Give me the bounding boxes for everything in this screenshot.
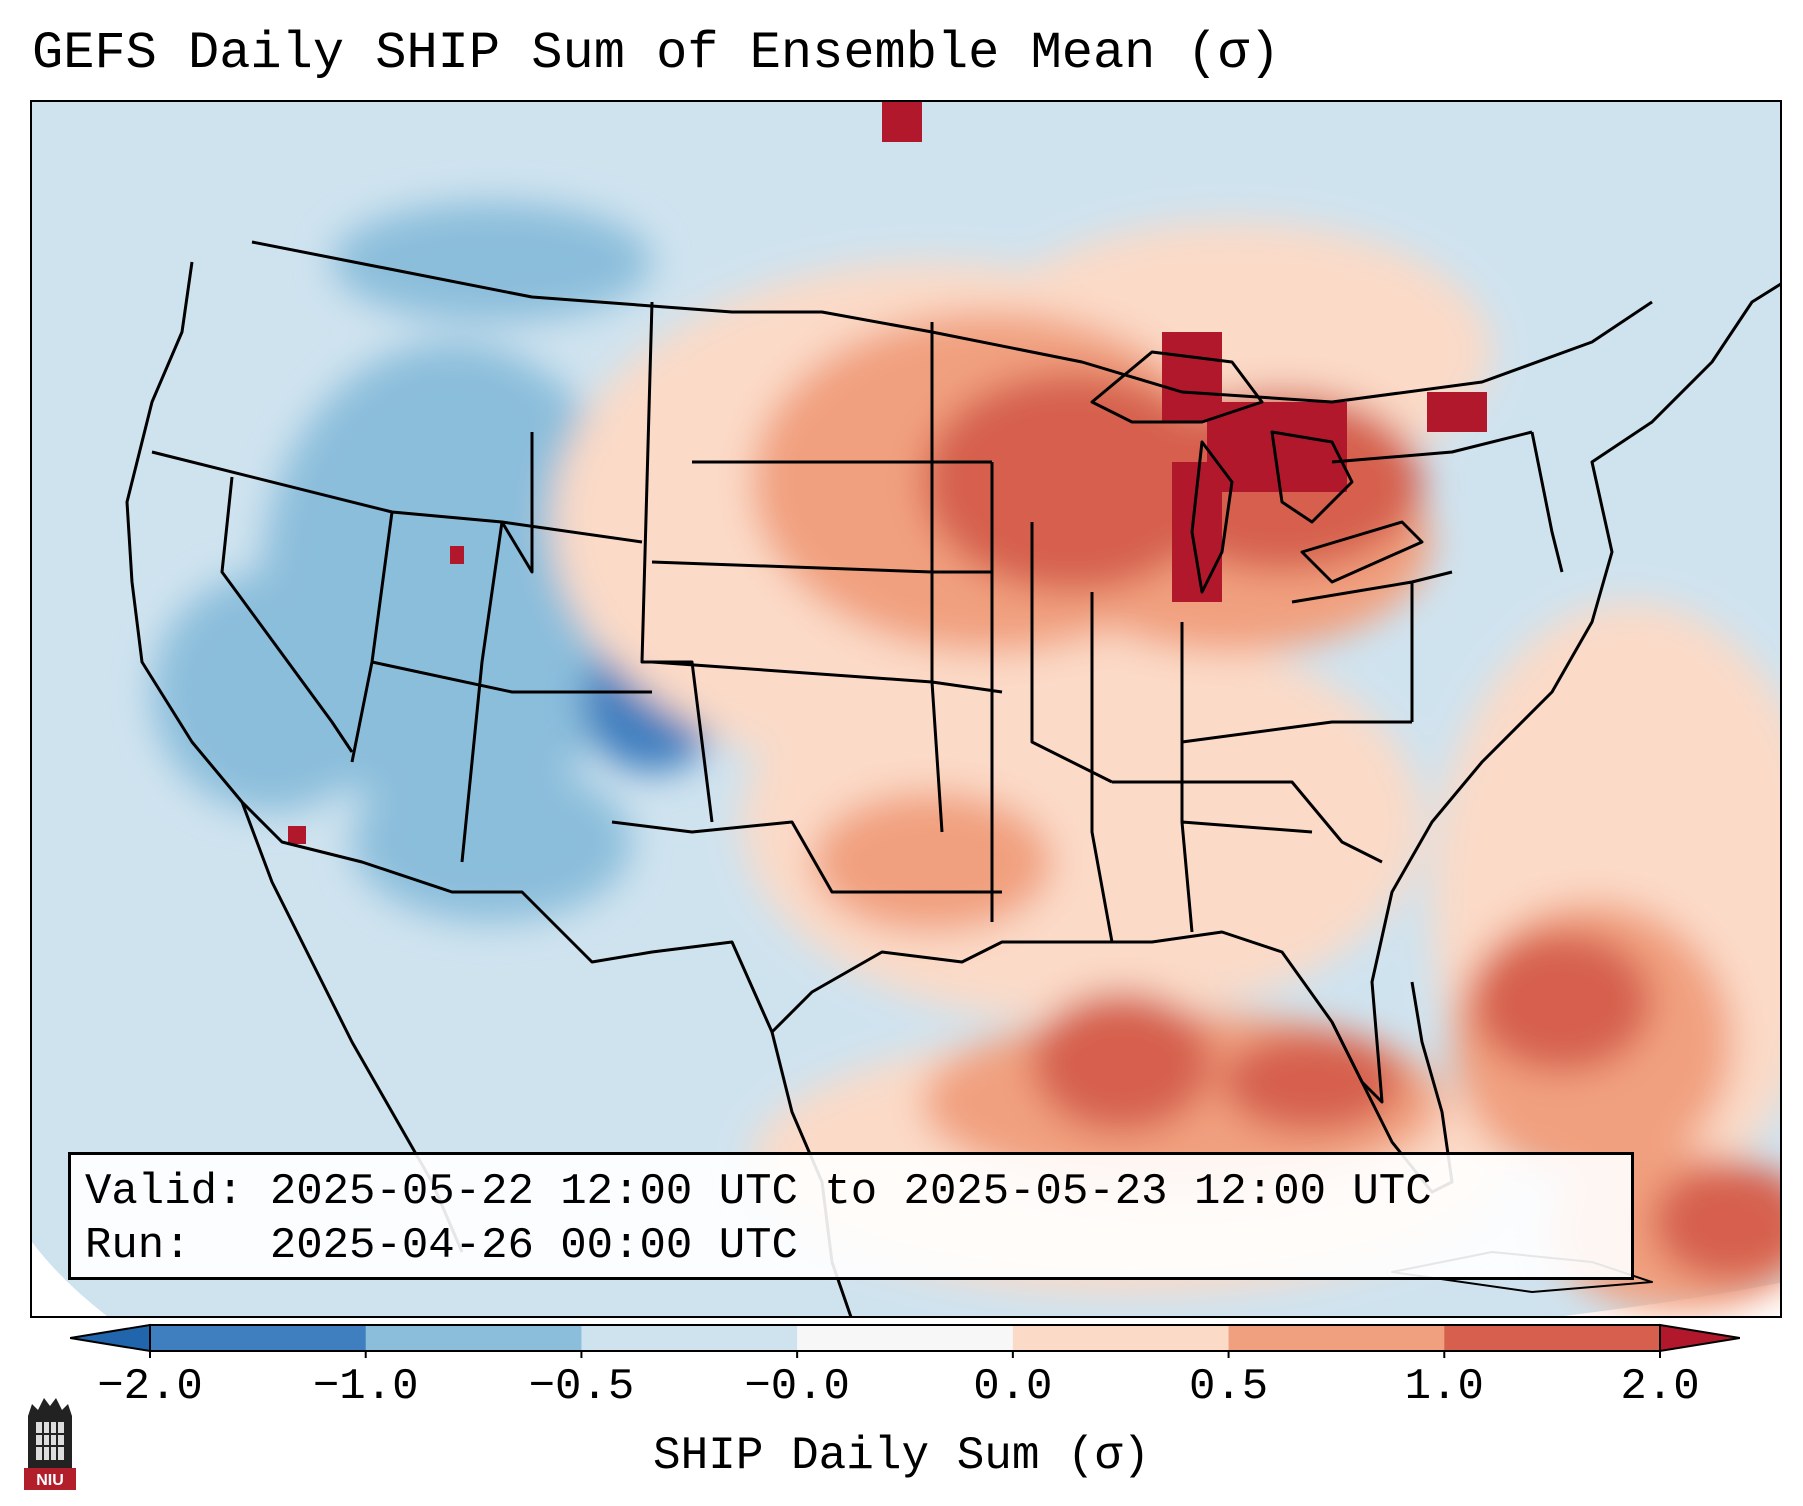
- colorbar-segment: [581, 1325, 798, 1351]
- colorbar-tick-label: 0.5: [1188, 1362, 1269, 1412]
- run-info-box: Valid: 2025-05-22 12:00 UTC to 2025-05-2…: [68, 1152, 1634, 1280]
- colorbar: [70, 1323, 1740, 1358]
- colorbar-segment: [365, 1325, 582, 1351]
- colorbar-segment: [797, 1325, 1014, 1351]
- colorbar-extend-low: [70, 1323, 151, 1353]
- us-outline: [125, 261, 1780, 1104]
- lake-erie: [1300, 520, 1424, 584]
- colorbar-tick-label: 0.0: [973, 1362, 1053, 1412]
- canada-border: [251, 240, 1653, 404]
- state-lines: [151, 301, 1564, 943]
- lake-michigan: [1190, 440, 1234, 594]
- colorbar-tick-label: 2.0: [1620, 1362, 1700, 1412]
- shaded-map: [32, 102, 1780, 1316]
- niu-logo-band: [24, 1468, 76, 1490]
- colorbar-tick-label: −0.5: [528, 1362, 635, 1412]
- colorbar-segment: [1228, 1325, 1445, 1351]
- valid-time-text: Valid: 2025-05-22 12:00 UTC to 2025-05-2…: [85, 1167, 1432, 1217]
- lake-superior: [1090, 350, 1264, 424]
- lake-huron: [1270, 430, 1354, 524]
- map-title: GEFS Daily SHIP Sum of Ensemble Mean (σ): [32, 24, 1281, 83]
- colorbar-label: SHIP Daily Sum (σ): [653, 1430, 1150, 1482]
- colorbar-segments: [70, 1323, 1740, 1358]
- colorbar-tick-label: 1.0: [1404, 1362, 1484, 1412]
- colorbar-tick-label: −0.0: [744, 1362, 850, 1412]
- colorbar-segment: [150, 1325, 367, 1351]
- colorbar-segment: [1444, 1325, 1661, 1351]
- colorbar-tick-label: −1.0: [312, 1362, 419, 1412]
- colorbar-extend-high: [1659, 1323, 1740, 1353]
- colorbar-tick-label: −2.0: [97, 1362, 203, 1412]
- niu-tower-icon: NIU: [24, 1398, 76, 1490]
- map-panel: [30, 100, 1782, 1318]
- run-time-text: Run: 2025-04-26 00:00 UTC: [85, 1221, 798, 1271]
- colorbar-segment: [1012, 1325, 1230, 1351]
- niu-logo-text: NIU: [36, 1472, 64, 1489]
